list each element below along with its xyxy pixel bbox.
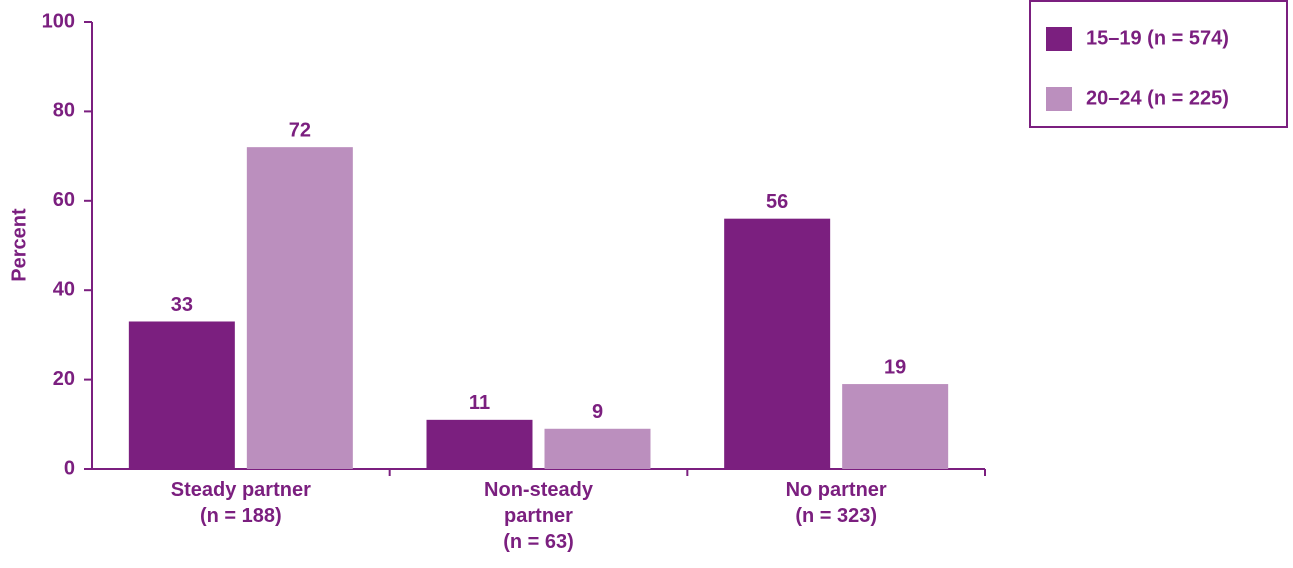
bar — [724, 218, 831, 469]
bar — [128, 321, 235, 469]
value-label: 9 — [592, 401, 603, 423]
y-tick-label: 40 — [53, 278, 75, 300]
y-tick-label: 80 — [53, 100, 75, 122]
bar — [544, 428, 651, 469]
y-tick-label: 100 — [42, 10, 75, 32]
value-label: 72 — [289, 119, 311, 141]
value-label: 11 — [469, 392, 490, 414]
x-tick-label: No partner (n = 323) — [786, 479, 887, 527]
value-label: 33 — [171, 294, 193, 316]
x-tick-label: Steady partner (n = 188) — [171, 479, 311, 527]
bar — [426, 419, 533, 469]
legend-box — [1029, 0, 1288, 128]
y-axis-label: Percent — [8, 208, 30, 282]
value-label: 19 — [884, 356, 906, 378]
value-label: 56 — [766, 191, 788, 213]
bar — [246, 147, 353, 469]
bar — [842, 384, 949, 469]
legend-label: 20–24 (n = 225) — [1086, 87, 1229, 109]
legend-swatch — [1046, 27, 1072, 51]
x-tick-label: Non-steady partner (n = 63) — [484, 479, 594, 553]
y-tick-label: 20 — [53, 368, 75, 390]
legend-label: 15–19 (n = 574) — [1086, 27, 1229, 49]
y-tick-label: 60 — [53, 189, 75, 211]
y-tick-label: 0 — [64, 457, 75, 479]
legend-swatch — [1046, 87, 1072, 111]
